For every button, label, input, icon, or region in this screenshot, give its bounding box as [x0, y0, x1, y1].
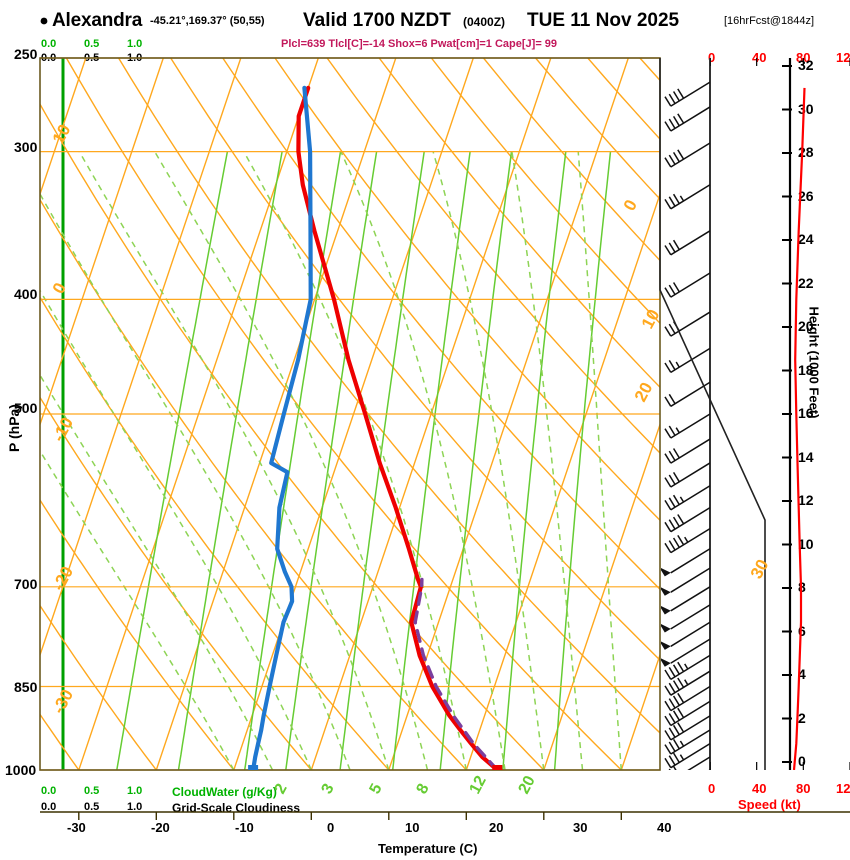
speed-tick-bottom-40: 40	[752, 781, 767, 796]
svg-text:-20: -20	[49, 563, 77, 594]
temperature-tick-40: 40	[657, 820, 672, 835]
temperature-tick--10: -10	[235, 820, 254, 835]
temperature-tick-20: 20	[489, 820, 504, 835]
wind-panel-boundary	[659, 58, 766, 770]
height-tick-26: 26	[798, 187, 814, 204]
svg-text:0: 0	[620, 197, 641, 214]
pressure-tick-700: 700	[14, 576, 38, 592]
height-tick-16: 16	[798, 405, 814, 421]
isobar-lines	[40, 57, 660, 771]
speed-tick-top-0: 0	[708, 50, 716, 65]
svg-text:20: 20	[516, 773, 539, 797]
cloudiness-tick-bottom-1: 0.5	[84, 801, 100, 813]
station-coordinates: -45.21°,169.37° (50,55)	[150, 15, 265, 27]
speed-tick-bottom-0: 0	[708, 781, 716, 796]
height-tick-2: 2	[798, 709, 806, 726]
svg-text:2: 2	[272, 781, 291, 797]
speed-trace	[710, 58, 850, 770]
pressure-tick-500: 500	[14, 400, 38, 416]
height-tick-18: 18	[798, 361, 814, 378]
speed-tick-top-80: 80	[796, 50, 811, 65]
svg-text:30: 30	[747, 556, 773, 582]
cloudwater-tick-bottom-1: 0.5	[84, 785, 100, 797]
speed-tick-top-40: 40	[752, 50, 767, 65]
temperature-axis-title: Temperature (C)	[378, 841, 478, 856]
height-tick-30: 30	[798, 100, 814, 117]
pressure-tick-400: 400	[14, 286, 38, 302]
cloudwater-tick-bottom-2: 1.0	[127, 785, 143, 797]
height-tick-10: 10	[798, 535, 814, 552]
speed-tick-top-120: 120	[836, 50, 850, 65]
cloudiness-tick-bottom-0: 0.0	[41, 801, 57, 813]
sounding-curves	[248, 85, 503, 770]
height-tick-6: 6	[798, 622, 806, 639]
svg-text:20: 20	[631, 379, 657, 405]
temperature-tick-10: 10	[405, 820, 420, 835]
cloudwater-tick-top-0: 0.0	[41, 38, 57, 50]
cloudwater-axis-title: CloudWater (g/Kg)	[172, 785, 277, 799]
svg-text:3: 3	[319, 781, 338, 797]
temperature-tick--20: -20	[151, 820, 170, 835]
bottom-axis-ticks	[78, 812, 622, 820]
valid-time-utc: (0400Z)	[463, 15, 506, 29]
wind-barbs	[661, 81, 710, 770]
pressure-tick-1000: 1000	[5, 762, 37, 778]
temperature-tick-30: 30	[573, 820, 588, 835]
height-axis-ticks	[782, 65, 792, 763]
svg-text:12: 12	[467, 773, 490, 797]
cloudiness-tick-bottom-2: 1.0	[127, 801, 143, 813]
height-tick-20: 20	[798, 318, 814, 334]
valid-date: TUE 11 Nov 2025	[527, 10, 680, 31]
svg-text:0: 0	[49, 280, 70, 297]
sounding-parameters: Plcl=639 Tlcl[C]=-14 Shox=6 Pwat[cm]=1 C…	[281, 38, 558, 50]
speed-axis-title: Speed (kt)	[738, 797, 801, 812]
height-tick-24: 24	[798, 231, 814, 247]
forecast-stamp: [16hrFcst@1844z]	[724, 15, 815, 27]
speed-tick-bottom-80: 80	[796, 781, 811, 796]
station-name: Alexandra	[52, 10, 143, 31]
height-tick-32: 32	[798, 57, 814, 73]
pressure-tick-300: 300	[14, 139, 38, 155]
pressure-tick-250: 250	[14, 46, 38, 62]
svg-text:8: 8	[414, 781, 433, 797]
mixing-ratio-labels: 2 3 5 8 12 20	[272, 773, 539, 797]
valid-time: Valid 1700 NZDT	[303, 10, 451, 31]
height-tick-12: 12	[798, 492, 814, 508]
height-tick-14: 14	[798, 448, 814, 465]
temperature-tick-0: 0	[327, 820, 335, 835]
svg-text:-30: -30	[49, 686, 77, 717]
svg-text:5: 5	[367, 781, 386, 797]
speed-tick-bottom-120: 120	[836, 781, 850, 796]
cloudwater-tick-top-2: 1.0	[127, 38, 143, 50]
cloudwater-tick-bottom-0: 0.0	[41, 785, 57, 797]
height-tick-22: 22	[798, 274, 814, 291]
height-tick-4: 4	[798, 666, 806, 682]
temperature-tick--30: -30	[67, 820, 86, 835]
pressure-tick-850: 850	[14, 679, 38, 695]
plot-frame	[39, 57, 661, 771]
height-tick-0: 0	[798, 753, 806, 769]
cloudwater-tick-top-1: 0.5	[84, 38, 100, 50]
